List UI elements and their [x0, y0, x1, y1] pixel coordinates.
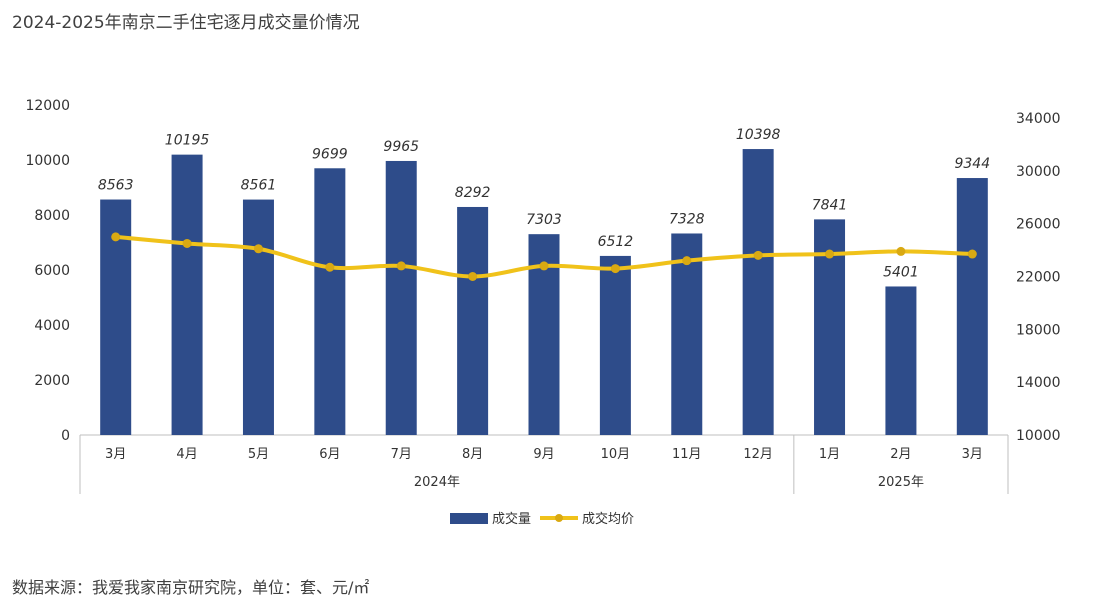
bar — [171, 154, 203, 435]
right-tick-label: 10000 — [1016, 428, 1061, 444]
data-label: 7303 — [526, 212, 562, 228]
right-tick-label: 30000 — [1016, 164, 1061, 180]
right-tick-label: 26000 — [1016, 217, 1061, 233]
left-tick-label: 8000 — [34, 208, 70, 224]
bar — [885, 286, 917, 435]
price-point — [396, 261, 406, 271]
price-point — [896, 246, 906, 256]
bar — [599, 255, 631, 435]
category-label: 8月 — [462, 447, 483, 462]
data-label: 8292 — [455, 185, 491, 201]
price-point — [967, 249, 977, 259]
year-labels: 2024年 2025年 — [414, 475, 924, 490]
data-label: 7841 — [812, 197, 848, 213]
right-tick-label: 18000 — [1016, 322, 1061, 338]
category-labels: 3月 4月 5月 6月 7月 8月 9月 10月 11月 12月 1月 2月 3月 — [105, 447, 983, 462]
right-tick-label: 22000 — [1016, 270, 1061, 286]
category-label: 5月 — [248, 447, 269, 462]
left-tick-label: 6000 — [34, 263, 70, 279]
price-point — [182, 238, 192, 248]
price-point — [325, 262, 335, 272]
category-label: 9月 — [533, 447, 554, 462]
category-label: 1月 — [819, 447, 840, 462]
data-label: 8561 — [241, 178, 277, 194]
right-axis-ticks: 10000 14000 18000 22000 26000 30000 34000 — [1016, 111, 1061, 444]
legend-bar-label: 成交量 — [492, 511, 531, 527]
left-tick-label: 0 — [61, 428, 70, 444]
data-label: 9344 — [954, 156, 990, 172]
bar-series — [100, 149, 988, 436]
price-point — [539, 261, 549, 271]
data-label: 9699 — [312, 146, 348, 162]
left-tick-label: 2000 — [34, 373, 70, 389]
line-series — [111, 232, 977, 281]
bar — [742, 149, 774, 435]
legend-bar-swatch — [450, 513, 488, 524]
data-label: 7328 — [669, 211, 705, 227]
right-tick-label: 14000 — [1016, 375, 1061, 391]
price-point — [111, 232, 121, 242]
right-tick-label: 34000 — [1016, 111, 1061, 127]
price-point — [682, 256, 692, 266]
category-label: 2月 — [890, 447, 911, 462]
category-label: 11月 — [672, 447, 702, 462]
category-label: 7月 — [391, 447, 412, 462]
category-label: 12月 — [743, 447, 773, 462]
legend: 成交量 成交均价 — [450, 511, 634, 527]
bar — [671, 233, 703, 435]
left-tick-label: 10000 — [25, 153, 70, 169]
data-label: 10398 — [736, 127, 781, 143]
category-label: 3月 — [105, 447, 126, 462]
price-point — [253, 244, 263, 254]
category-label: 6月 — [319, 447, 340, 462]
year-label: 2024年 — [414, 475, 460, 490]
data-labels: 8563 10195 8561 9699 9965 8292 7303 6512 7328 103… — [98, 127, 990, 280]
data-label: 5401 — [883, 264, 919, 280]
category-label: 4月 — [176, 447, 197, 462]
legend-line-marker — [555, 514, 563, 522]
left-tick-label: 4000 — [34, 318, 70, 334]
bar — [956, 178, 988, 436]
price-point — [825, 249, 835, 259]
bar — [314, 168, 346, 435]
chart-title: 2024-2025年南京二手住宅逐月成交量价情况 — [12, 13, 360, 33]
year-label: 2025年 — [878, 475, 924, 490]
left-axis-ticks: 0 2000 4000 6000 8000 10000 12000 — [25, 98, 70, 444]
legend-line-label: 成交均价 — [582, 511, 634, 527]
category-label: 10月 — [601, 447, 631, 462]
source-note: 数据来源：我爱我家南京研究院，单位：套、元/㎡ — [12, 578, 370, 597]
data-label: 6512 — [598, 234, 634, 250]
data-label: 10195 — [165, 133, 210, 149]
left-tick-label: 12000 — [25, 98, 70, 114]
data-label: 8563 — [98, 178, 134, 194]
bar — [385, 160, 417, 435]
x-axis — [79, 434, 1009, 494]
price-point — [610, 264, 620, 274]
price-point — [468, 272, 478, 281]
price-point — [753, 250, 763, 260]
category-label: 3月 — [962, 447, 983, 462]
bar — [457, 206, 489, 435]
bar — [242, 199, 274, 435]
data-label: 9965 — [383, 139, 419, 155]
